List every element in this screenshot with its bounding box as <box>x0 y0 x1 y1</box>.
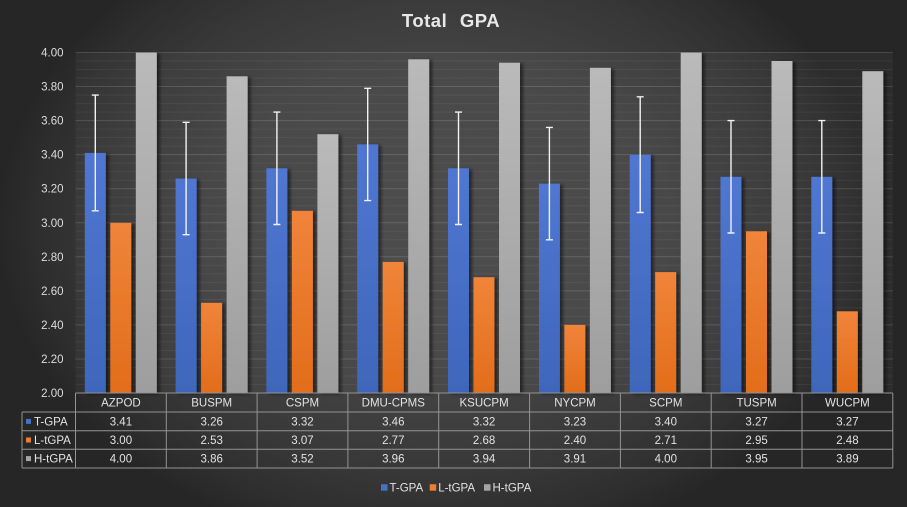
svg-text:AZPOD: AZPOD <box>101 398 141 410</box>
svg-text:3.94: 3.94 <box>473 454 496 466</box>
svg-text:L-tGPA: L-tGPA <box>438 483 475 495</box>
svg-text:3.60: 3.60 <box>41 116 63 128</box>
svg-text:3.32: 3.32 <box>473 416 495 428</box>
svg-text:3.89: 3.89 <box>836 454 858 466</box>
svg-text:TUSPM: TUSPM <box>736 398 776 410</box>
svg-text:Total GPA: Total GPA <box>402 10 500 31</box>
svg-text:3.27: 3.27 <box>745 416 767 428</box>
svg-text:3.52: 3.52 <box>291 454 313 466</box>
svg-text:2.80: 2.80 <box>41 252 63 264</box>
svg-text:NYCPM: NYCPM <box>554 398 596 410</box>
svg-text:SCPM: SCPM <box>649 398 682 410</box>
svg-text:KSUCPM: KSUCPM <box>459 398 508 410</box>
svg-text:2.40: 2.40 <box>41 320 63 332</box>
svg-text:2.95: 2.95 <box>745 435 767 447</box>
svg-text:2.53: 2.53 <box>201 435 223 447</box>
svg-text:3.20: 3.20 <box>41 184 63 196</box>
svg-text:3.32: 3.32 <box>291 416 313 428</box>
svg-text:3.00: 3.00 <box>41 218 63 230</box>
svg-text:2.20: 2.20 <box>41 354 63 366</box>
svg-text:3.40: 3.40 <box>41 150 63 162</box>
svg-text:3.26: 3.26 <box>201 416 223 428</box>
svg-text:2.77: 2.77 <box>382 435 404 447</box>
svg-text:3.86: 3.86 <box>201 454 223 466</box>
svg-text:3.46: 3.46 <box>382 416 404 428</box>
svg-text:4.00: 4.00 <box>41 48 63 60</box>
svg-text:3.27: 3.27 <box>836 416 858 428</box>
svg-text:2.71: 2.71 <box>655 435 677 447</box>
svg-text:WUCPM: WUCPM <box>825 398 870 410</box>
svg-text:3.40: 3.40 <box>655 416 677 428</box>
svg-text:3.80: 3.80 <box>41 82 63 94</box>
svg-text:CSPM: CSPM <box>286 398 319 410</box>
svg-text:2.00: 2.00 <box>41 388 63 400</box>
svg-text:3.41: 3.41 <box>110 416 132 428</box>
svg-text:L-tGPA: L-tGPA <box>34 435 71 447</box>
svg-text:3.23: 3.23 <box>564 416 586 428</box>
svg-text:T-GPA: T-GPA <box>390 483 424 495</box>
svg-text:4.00: 4.00 <box>110 454 132 466</box>
svg-text:BUSPM: BUSPM <box>191 398 232 410</box>
svg-text:3.95: 3.95 <box>745 454 767 466</box>
svg-text:2.68: 2.68 <box>473 435 495 447</box>
svg-text:H-tGPA: H-tGPA <box>493 483 532 495</box>
svg-text:3.00: 3.00 <box>110 435 132 447</box>
svg-text:2.40: 2.40 <box>564 435 586 447</box>
svg-text:H-tGPA: H-tGPA <box>34 454 73 466</box>
svg-text:2.48: 2.48 <box>836 435 858 447</box>
svg-text:3.96: 3.96 <box>382 454 404 466</box>
svg-text:4.00: 4.00 <box>655 454 677 466</box>
svg-text:2.60: 2.60 <box>41 286 63 298</box>
svg-text:3.07: 3.07 <box>291 435 313 447</box>
svg-text:T-GPA: T-GPA <box>34 416 68 428</box>
svg-text:DMU-CPMS: DMU-CPMS <box>362 398 426 410</box>
svg-text:3.91: 3.91 <box>564 454 586 466</box>
